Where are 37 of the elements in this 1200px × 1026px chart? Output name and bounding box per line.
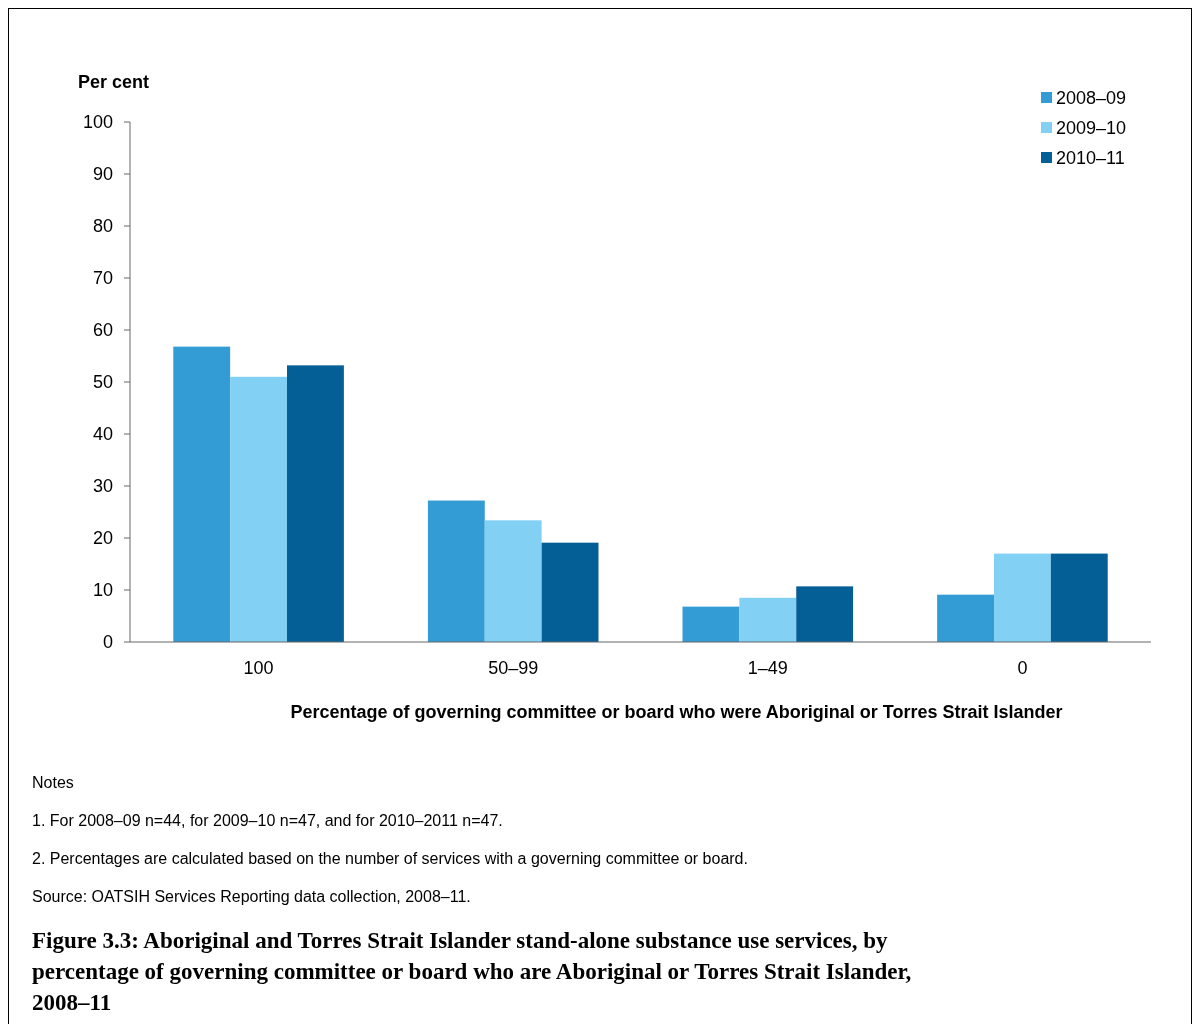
text: Figure 3.3: Aboriginal and Torres Strait Islander stand-alone substance use services, by percentage of governing committee or board who are Aboriginal or Torres Strait Islander, 2008–11 [32,928,912,1015]
y-axis-title: Per cent [78,72,150,92]
y-tick-label: 90 [92,164,113,185]
x-tick-label: 0 [1017,658,1028,678]
bar [937,594,994,642]
y-tick-label: 80 [92,216,113,237]
x-tick-label: 50–99 [488,658,539,678]
bar [541,542,599,642]
y-tick-label: 30 [92,476,113,497]
text: Notes [32,774,74,791]
bar [287,365,344,642]
bar [1050,553,1108,642]
y-tick-label: 50 [92,372,113,393]
bar [484,520,542,642]
y-tick-label: 0 [102,632,113,653]
bar [682,606,740,642]
bar [427,500,485,642]
legend-label: 2008–09 [1056,88,1127,109]
bar [796,586,854,642]
legend-label: 2009–10 [1056,118,1127,139]
x-tick-label: 1–49 [747,658,788,678]
bar [230,376,288,642]
bar [739,597,797,642]
source-note: Source: OATSIH Services Reporting data collection, 2008–11. [32,888,471,905]
y-tick-label: 70 [92,268,113,289]
y-tick-label: 10 [92,580,113,601]
legend-label: 2010–11 [1056,148,1125,169]
text: 1. For 2008–09 n=44, for 2009–10 n=47, and for 2010–2011 n=47. [32,812,503,829]
y-tick-label: 40 [92,424,113,445]
bar [173,346,231,642]
bar [993,553,1051,642]
x-tick-label: 100 [243,658,274,678]
text: 2. Percentages are calculated based on the number of services with a governing committee or board. [32,850,748,867]
y-tick-label: 60 [92,320,113,341]
y-tick-label: 100 [82,112,113,133]
y-tick-label: 20 [92,528,113,549]
x-axis-title: Percentage of governing committee or board who were Aboriginal or Torres Strait Islander [290,702,1063,722]
